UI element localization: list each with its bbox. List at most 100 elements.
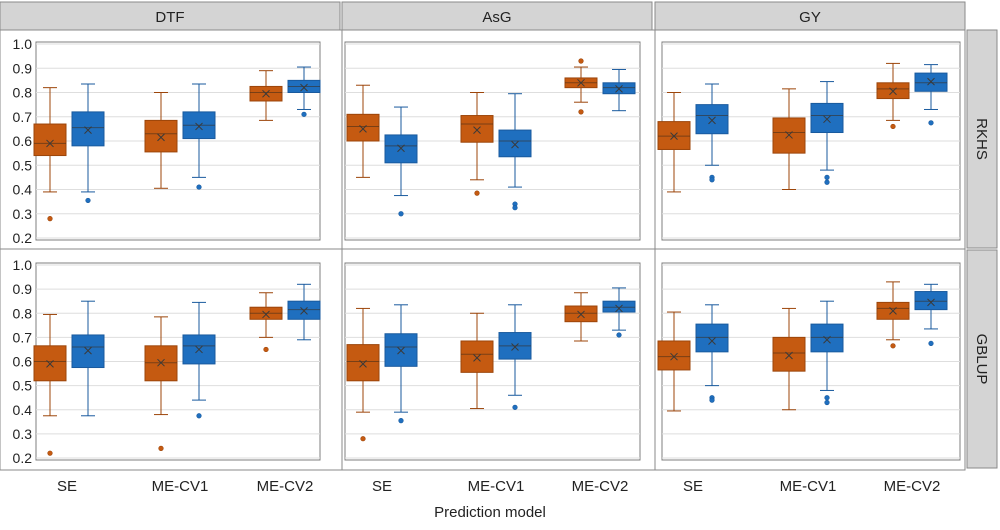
mean-marker [670,132,678,141]
box-iqr [657,340,691,371]
outlier-point [824,174,830,180]
y-tick-label: 0.4 [13,402,33,418]
x-labels-dtf: SE ME-CV1 ME-CV2 [57,478,313,495]
outlier-point [263,346,269,353]
column-strip-label: GY [799,9,821,26]
box-se-blue [384,304,418,424]
box-me-cv1-blue [810,81,844,185]
box-me-cv2-orange [564,58,598,115]
outlier-point [709,397,715,403]
mean-marker [670,352,678,361]
outlier-point [824,399,830,406]
box-se-blue [71,83,105,204]
mean-marker [708,337,716,345]
outlier-point [824,395,830,401]
mean-marker [84,126,92,134]
outlier-point [196,184,202,190]
mean-marker [927,77,935,86]
y-tick-label: 0.8 [13,305,33,321]
outlier-point [824,179,830,185]
outlier-point [512,404,518,410]
mean-marker [511,343,519,351]
box-iqr [460,340,494,373]
y-tick-label: 0.7 [13,329,33,345]
box-iqr [498,129,532,158]
box-iqr [810,323,844,353]
mean-marker [823,335,831,344]
box-se-orange [346,307,380,442]
mean-marker [927,298,935,307]
column-strip-label: AsG [482,9,511,26]
strip-background [654,1,966,31]
x-tick-label: ME-CV1 [152,478,209,495]
box-me-cv2-blue [914,283,948,347]
box-se-blue [384,106,418,217]
y-tick-label: 0.4 [13,182,33,198]
mean-marker [46,139,54,148]
x-tick-label: ME-CV2 [257,478,314,495]
box-iqr [772,336,806,372]
box-iqr [602,300,636,313]
x-tick-label: SE [372,478,392,495]
mean-marker [157,133,165,142]
y-tick-label: 0.8 [13,85,33,101]
box-se-orange [33,87,67,222]
box-me-cv2-blue [914,64,948,126]
box-me-cv2-orange [249,292,283,353]
x-axis-title: Prediction model [434,504,546,521]
panel-gblup-gy [657,262,961,461]
box-se-blue [71,300,105,417]
panel-gblup-asg [344,262,641,461]
outlier-point [85,197,91,204]
box-me-cv1-orange [144,92,178,189]
facet-frame [0,29,966,471]
row-strip-label: RKHS [973,118,990,160]
y-tick-label: 0.6 [13,133,33,149]
outlier-point [709,177,715,183]
box-me-cv1-blue [498,93,532,211]
y-tick-label: 0.3 [13,206,33,222]
y-tick-label: 0.5 [13,378,33,394]
mean-marker [359,125,367,133]
panel-gblup-dtf: 1.0 0.9 0.8 0.7 0.6 0.5 0.4 0.3 0.2 [13,257,321,466]
y-tick-label: 1.0 [13,257,33,273]
box-me-cv1-orange [460,312,494,410]
y-tick-label: 0.5 [13,157,33,173]
mean-marker [889,306,897,315]
x-tick-label: ME-CV2 [884,478,941,495]
outlier-point [928,120,934,126]
box-iqr [346,344,380,382]
box-me-cv1-blue [182,83,216,190]
box-iqr [914,291,948,311]
outlier-point [47,450,53,456]
x-tick-label: SE [683,478,703,495]
mean-marker [823,115,831,124]
box-iqr [695,323,729,353]
outlier-point [616,332,622,338]
x-labels-gy: SE ME-CV1 ME-CV2 [683,478,940,495]
mean-marker [300,83,308,92]
mean-marker [157,358,165,367]
panel-rkhs-dtf: 1.0 0.9 0.8 0.7 0.6 0.5 0.4 0.3 0.2 [13,36,321,246]
mean-marker [397,144,405,153]
y-tick-label: 0.3 [13,426,33,442]
outlier-point [578,58,584,64]
mean-marker [84,346,92,355]
mean-marker [785,131,793,139]
column-strip-label: DTF [155,9,184,26]
box-se-orange [657,92,691,193]
row-strip-label: GBLUP [973,334,990,385]
box-me-cv1-blue [182,301,216,419]
box-me-cv2-blue [602,287,636,338]
outlier-point [398,418,404,424]
column-strip-gy: GY [654,1,966,31]
y-tick-label: 0.2 [13,450,33,466]
mean-marker [511,140,519,149]
outlier-point [512,205,518,211]
mean-marker [262,310,270,319]
column-strip-dtf: DTF [0,1,341,31]
y-tick-label: 0.9 [13,60,33,76]
box-me-cv2-orange [876,281,910,349]
box-iqr [144,119,178,153]
mean-marker [46,360,54,368]
